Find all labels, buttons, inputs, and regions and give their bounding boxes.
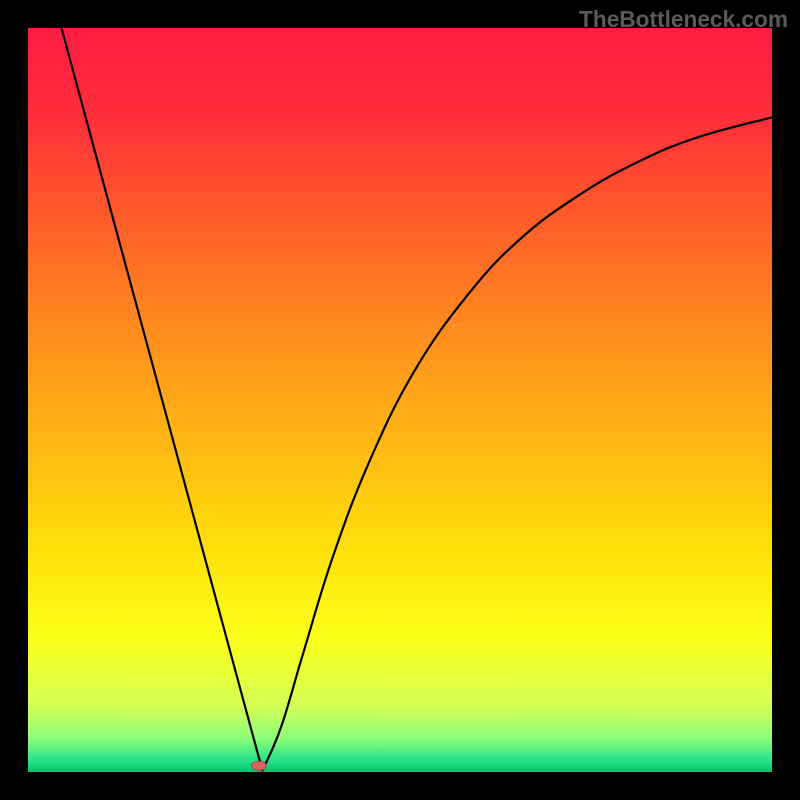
plot-area [28, 28, 772, 772]
watermark-text: TheBottleneck.com [579, 6, 788, 33]
gradient-background [28, 28, 772, 772]
